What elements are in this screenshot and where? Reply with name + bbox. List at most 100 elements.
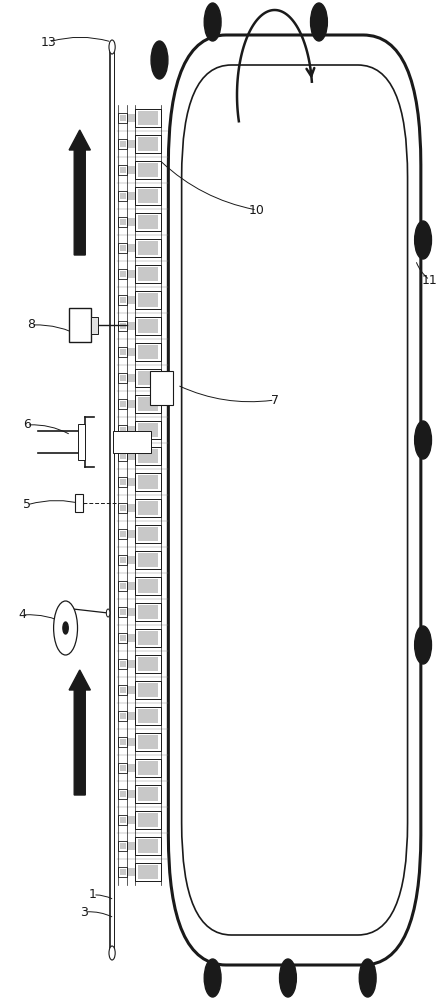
- Bar: [135, 343, 161, 361]
- Bar: [138, 345, 158, 359]
- Bar: [138, 371, 158, 385]
- Circle shape: [415, 421, 431, 459]
- Bar: [118, 451, 127, 461]
- Bar: [120, 583, 126, 589]
- Bar: [138, 709, 158, 723]
- Bar: [138, 761, 158, 775]
- Bar: [127, 686, 135, 694]
- Bar: [127, 816, 135, 824]
- Bar: [135, 213, 161, 231]
- Bar: [135, 577, 161, 595]
- Bar: [127, 244, 135, 252]
- Bar: [120, 531, 126, 537]
- Text: 8: 8: [27, 318, 35, 332]
- Bar: [120, 739, 126, 745]
- Bar: [118, 269, 127, 279]
- Bar: [138, 137, 158, 151]
- Bar: [118, 477, 127, 487]
- Bar: [135, 187, 161, 205]
- Bar: [135, 655, 161, 673]
- Bar: [120, 115, 126, 121]
- Bar: [120, 843, 126, 849]
- Bar: [127, 166, 135, 174]
- Bar: [138, 579, 158, 593]
- Bar: [135, 135, 161, 153]
- Bar: [138, 163, 158, 177]
- Bar: [118, 217, 127, 227]
- Bar: [91, 316, 98, 334]
- Bar: [127, 322, 135, 330]
- Bar: [150, 371, 173, 405]
- Bar: [138, 501, 158, 515]
- Bar: [127, 842, 135, 850]
- Bar: [120, 661, 126, 667]
- Bar: [138, 397, 158, 411]
- Bar: [118, 165, 127, 175]
- Bar: [120, 791, 126, 797]
- Bar: [118, 425, 127, 435]
- Bar: [120, 713, 126, 719]
- Circle shape: [204, 959, 221, 997]
- Bar: [118, 685, 127, 695]
- Bar: [120, 505, 126, 511]
- Circle shape: [204, 3, 221, 41]
- Bar: [120, 297, 126, 303]
- Text: 7: 7: [271, 393, 279, 406]
- Bar: [127, 348, 135, 356]
- Bar: [135, 161, 161, 179]
- Bar: [118, 399, 127, 409]
- Circle shape: [54, 601, 78, 655]
- Bar: [118, 113, 127, 123]
- Bar: [138, 189, 158, 203]
- Bar: [135, 499, 161, 517]
- Bar: [127, 218, 135, 226]
- Circle shape: [109, 40, 115, 54]
- Bar: [127, 192, 135, 200]
- Bar: [127, 296, 135, 304]
- Bar: [127, 114, 135, 122]
- Bar: [127, 868, 135, 876]
- Bar: [118, 555, 127, 565]
- Bar: [118, 711, 127, 721]
- Bar: [127, 712, 135, 720]
- Bar: [118, 191, 127, 201]
- Bar: [120, 245, 126, 251]
- Bar: [127, 764, 135, 772]
- Bar: [135, 759, 161, 777]
- Bar: [138, 683, 158, 697]
- Bar: [120, 765, 126, 771]
- Bar: [138, 267, 158, 281]
- Circle shape: [280, 959, 296, 997]
- Circle shape: [415, 626, 431, 664]
- Text: 3: 3: [80, 906, 88, 918]
- Bar: [118, 867, 127, 877]
- Circle shape: [415, 221, 431, 259]
- Bar: [135, 395, 161, 413]
- Circle shape: [109, 946, 115, 960]
- Bar: [135, 369, 161, 387]
- Bar: [138, 865, 158, 879]
- Bar: [135, 733, 161, 751]
- Bar: [135, 421, 161, 439]
- FancyArrow shape: [69, 670, 90, 795]
- Circle shape: [359, 959, 376, 997]
- Bar: [118, 763, 127, 773]
- Bar: [118, 581, 127, 591]
- Bar: [138, 319, 158, 333]
- Bar: [135, 785, 161, 803]
- Bar: [118, 789, 127, 799]
- Bar: [120, 323, 126, 329]
- Bar: [118, 841, 127, 851]
- Text: 1: 1: [89, 888, 97, 902]
- Bar: [138, 839, 158, 853]
- Bar: [135, 681, 161, 699]
- Bar: [118, 347, 127, 357]
- Bar: [138, 293, 158, 307]
- Bar: [138, 215, 158, 229]
- Bar: [75, 494, 83, 512]
- Text: 4: 4: [18, 608, 26, 621]
- Bar: [135, 473, 161, 491]
- Bar: [135, 317, 161, 335]
- Bar: [118, 529, 127, 539]
- Bar: [138, 813, 158, 827]
